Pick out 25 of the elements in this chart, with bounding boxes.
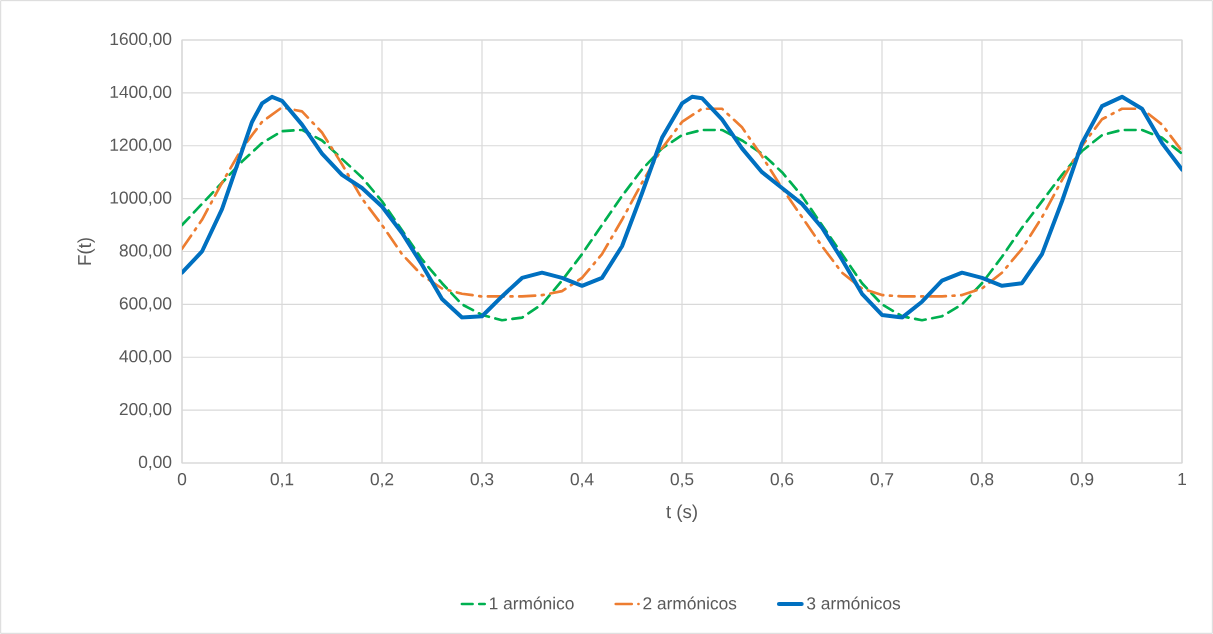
x-tick-label: 0,2 — [370, 473, 394, 488]
x-tick-label: 0 — [177, 473, 187, 486]
legend-label: 1 armónico — [489, 596, 574, 610]
y-tick-label: 1600,00 — [110, 32, 172, 48]
x-tick-label: 1 — [1178, 473, 1186, 485]
y-tick-label: 200,00 — [119, 402, 172, 418]
x-tick-label: 0,1 — [270, 473, 294, 488]
x-tick-label: 0,5 — [670, 473, 694, 488]
y-tick-label: 1200,00 — [110, 138, 172, 153]
x-tick-label: 0,3 — [470, 473, 494, 488]
x-tick-label: 0,4 — [570, 473, 594, 488]
y-tick-label: 600,00 — [119, 297, 172, 312]
y-tick-label: 800,00 — [119, 244, 172, 259]
y-tick-label: 400,00 — [119, 350, 172, 365]
y-tick-label: 1400,00 — [110, 85, 172, 101]
x-tick-label: 0,8 — [970, 473, 994, 488]
x-tick-label: 0,9 — [1070, 473, 1094, 488]
y-tick-label: 0,00 — [138, 455, 172, 471]
x-tick-label: 0,7 — [870, 473, 894, 488]
x-axis-title: t (s) — [666, 504, 697, 522]
y-tick-label: 1000,00 — [110, 191, 172, 206]
x-tick-label: 0,6 — [770, 473, 794, 488]
y-axis-title: F(t) — [77, 238, 95, 265]
legend-label: 3 armónicos — [807, 596, 901, 610]
legend-label: 2 armónicos — [643, 596, 737, 610]
